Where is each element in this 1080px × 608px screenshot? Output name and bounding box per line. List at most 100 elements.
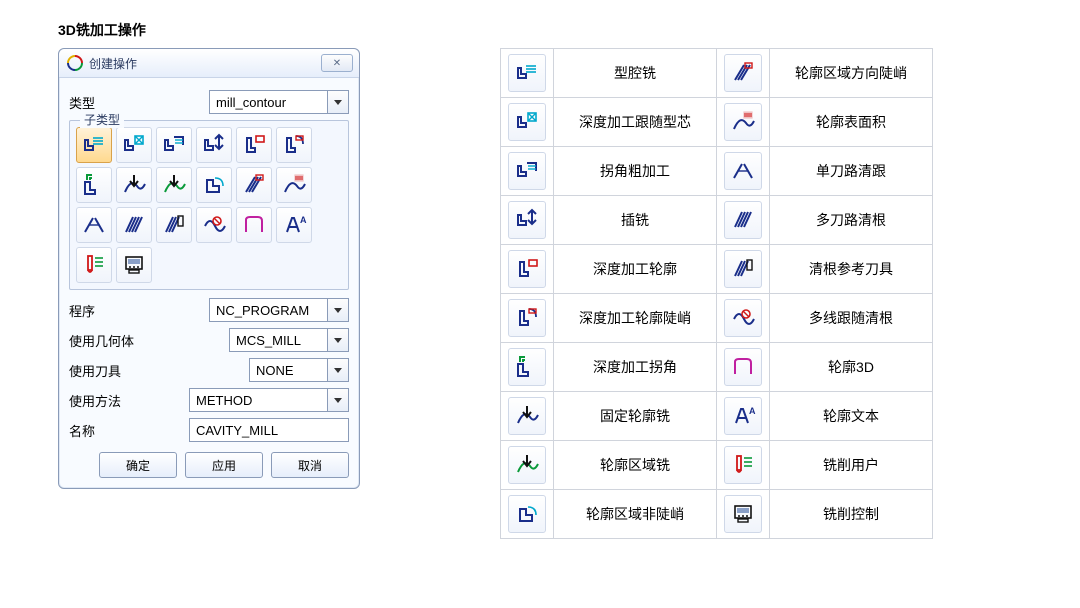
- ref-icon-cell: [501, 147, 554, 196]
- ref-label: 拐角粗加工: [554, 147, 717, 196]
- subtype-flowcut-single-icon[interactable]: [76, 207, 112, 243]
- operation-reference-table: 型腔铣轮廓区域方向陡峭深度加工跟随型芯轮廓表面积拐角粗加工单刀路清跟插铣多刀路清…: [500, 48, 933, 539]
- ref-icon-cell: [501, 294, 554, 343]
- page-title: 3D铣加工操作: [58, 20, 1040, 40]
- tool-combo[interactable]: NONE: [249, 358, 349, 382]
- geometry-combo[interactable]: MCS_MILL: [229, 328, 349, 352]
- table-row: 轮廓区域非陡峭铣削控制: [501, 490, 933, 539]
- ref-label: 深度加工轮廓: [554, 245, 717, 294]
- dialog-title: 创建操作: [89, 55, 321, 72]
- program-label: 程序: [69, 301, 209, 320]
- ref-mill_control-icon: [724, 495, 762, 533]
- ref-label: 型腔铣: [554, 49, 717, 98]
- apply-button[interactable]: 应用: [185, 452, 263, 478]
- ref-contour_area_nonsteep-icon: [508, 495, 546, 533]
- chevron-down-icon[interactable]: [327, 329, 348, 351]
- tool-value: NONE: [250, 363, 327, 378]
- subtype-group: 子类型: [69, 120, 349, 290]
- table-row: 固定轮廓铣 轮廓文本: [501, 392, 933, 441]
- ref-label: 轮廓3D: [770, 343, 933, 392]
- subtype-contour-area-icon[interactable]: [156, 167, 192, 203]
- subtype-contour-area-dir-steep-icon[interactable]: [236, 167, 272, 203]
- chevron-down-icon[interactable]: [327, 91, 348, 113]
- subtype-profile-3d-icon[interactable]: [236, 207, 272, 243]
- subtype-flowcut-multiple-icon[interactable]: [116, 207, 152, 243]
- ref-icon-cell: [717, 490, 770, 539]
- name-input[interactable]: [190, 419, 348, 441]
- subtype-rest-milling-icon[interactable]: [196, 127, 232, 163]
- ref-icon-cell: [717, 392, 770, 441]
- ref-label: 轮廓文本: [770, 392, 933, 441]
- ref-corner_rough-icon: [508, 152, 546, 190]
- subtype-mill-control-icon[interactable]: [116, 247, 152, 283]
- ref-fixed_contour-icon: [508, 397, 546, 435]
- subtype-cavity-mill-icon[interactable]: [76, 127, 112, 163]
- ref-icon-cell: [501, 98, 554, 147]
- ref-contour_area-icon: [508, 446, 546, 484]
- method-value: METHOD: [190, 393, 327, 408]
- ok-button[interactable]: 确定: [99, 452, 177, 478]
- chevron-down-icon[interactable]: [327, 359, 348, 381]
- dialog-titlebar: 创建操作 ✕: [59, 49, 359, 78]
- close-button[interactable]: ✕: [321, 54, 353, 72]
- ref-label: 插铣: [554, 196, 717, 245]
- method-combo[interactable]: METHOD: [189, 388, 349, 412]
- ref-label: 铣削用户: [770, 441, 933, 490]
- subtype-zlevel-corner-icon[interactable]: [76, 167, 112, 203]
- name-label: 名称: [69, 421, 189, 440]
- subtype-mill-user-icon[interactable]: [76, 247, 112, 283]
- geometry-value: MCS_MILL: [230, 333, 327, 348]
- subtype-contour-area-nonsteep-icon[interactable]: [196, 167, 232, 203]
- table-row: 深度加工轮廓 清根参考刀具: [501, 245, 933, 294]
- ref-rest-icon: [508, 201, 546, 239]
- ref-icon-cell: [717, 245, 770, 294]
- ref-flowcut_single-icon: [724, 152, 762, 190]
- table-row: 拐角粗加工单刀路清跟: [501, 147, 933, 196]
- ref-zlevel-icon: [508, 250, 546, 288]
- ref-contour_area_dir_steep-icon: [724, 54, 762, 92]
- type-label: 类型: [69, 93, 209, 112]
- ref-icon-cell: [717, 98, 770, 147]
- subtype-flowcut-smooth-icon[interactable]: [196, 207, 232, 243]
- ref-cavity-icon: [508, 54, 546, 92]
- table-row: 型腔铣轮廓区域方向陡峭: [501, 49, 933, 98]
- subtype-label: 子类型: [80, 111, 124, 128]
- type-combo[interactable]: mill_contour: [209, 90, 349, 114]
- ref-profile3d-icon: [724, 348, 762, 386]
- subtype-fixed-contour-icon[interactable]: [116, 167, 152, 203]
- ref-label: 多刀路清根: [770, 196, 933, 245]
- tool-label: 使用刀具: [69, 361, 249, 380]
- geometry-label: 使用几何体: [69, 331, 229, 350]
- name-field[interactable]: [189, 418, 349, 442]
- ref-contour_surface_area-icon: [724, 103, 762, 141]
- ref-icon-cell: [717, 294, 770, 343]
- subtype-flowcut-ref-tool-icon[interactable]: [156, 207, 192, 243]
- subtype-contour-text-icon[interactable]: [276, 207, 312, 243]
- chevron-down-icon[interactable]: [327, 389, 348, 411]
- ref-plunge-icon: [508, 103, 546, 141]
- chevron-down-icon[interactable]: [327, 299, 348, 321]
- subtype-corner-rough-icon[interactable]: [156, 127, 192, 163]
- ref-label: 清根参考刀具: [770, 245, 933, 294]
- ref-label: 固定轮廓铣: [554, 392, 717, 441]
- method-label: 使用方法: [69, 391, 189, 410]
- create-operation-dialog: 创建操作 ✕ 类型 mill_contour 子类型 程序 NC_PROGRAM: [58, 48, 360, 489]
- ref-flowcut_multiple-icon: [724, 201, 762, 239]
- ref-icon-cell: [501, 343, 554, 392]
- cancel-button[interactable]: 取消: [271, 452, 349, 478]
- program-combo[interactable]: NC_PROGRAM: [209, 298, 349, 322]
- subtype-plunge-milling-icon[interactable]: [116, 127, 152, 163]
- table-row: 插铣 多刀路清根: [501, 196, 933, 245]
- table-row: 深度加工轮廓陡峭多线跟随清根: [501, 294, 933, 343]
- subtype-zlevel-profile-steep-icon[interactable]: [276, 127, 312, 163]
- subtype-zlevel-profile-icon[interactable]: [236, 127, 272, 163]
- ref-icon-cell: [717, 343, 770, 392]
- program-value: NC_PROGRAM: [210, 303, 327, 318]
- ref-icon-cell: [717, 441, 770, 490]
- ref-mill_user-icon: [724, 446, 762, 484]
- ref-label: 轮廓表面积: [770, 98, 933, 147]
- table-row: 轮廓区域铣铣削用户: [501, 441, 933, 490]
- ref-zlevel_steep-icon: [508, 299, 546, 337]
- ref-label: 轮廓区域非陡峭: [554, 490, 717, 539]
- subtype-contour-surface-area-icon[interactable]: [276, 167, 312, 203]
